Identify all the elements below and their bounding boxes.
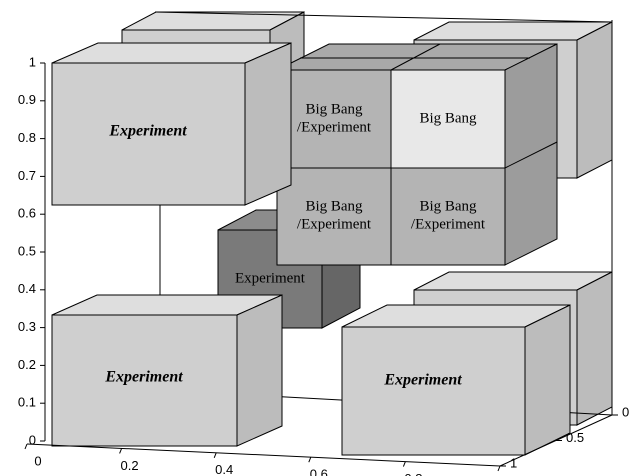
x-tick-label: 0.8	[404, 471, 422, 476]
box-label: Experiment	[235, 270, 306, 286]
y-tick-label: 0.4	[18, 281, 36, 296]
box-label: Experiment	[108, 123, 187, 140]
cube-side	[524, 304, 571, 456]
x-tick	[119, 448, 123, 454]
x-tick-label: 0.4	[215, 462, 233, 476]
frame	[154, 11, 613, 23]
frame	[390, 43, 441, 71]
z-tick-label: 0.5	[566, 430, 584, 445]
x-tick	[308, 457, 312, 463]
x-tick-label: 0.2	[121, 458, 139, 473]
cube-front	[51, 62, 246, 206]
y-tick-label: 0	[29, 432, 36, 447]
x-tick	[402, 461, 406, 467]
cube-side	[576, 21, 613, 179]
x-tick	[24, 443, 28, 450]
box-label: Big Bang	[305, 198, 363, 214]
x-tick-label: 0	[34, 453, 41, 468]
z-tick-label: 0	[622, 404, 629, 419]
y-tick-label: 0.2	[18, 357, 36, 372]
z-tick-label: 1	[510, 455, 517, 470]
y-tick-label: 0.6	[18, 206, 36, 221]
box-label: Experiment	[383, 372, 462, 389]
cube-front	[51, 314, 238, 447]
cube-side	[576, 271, 613, 426]
y-tick-label: 0.8	[18, 130, 36, 145]
box-label: /Experiment	[297, 119, 372, 135]
y-tick-label: 1	[29, 54, 36, 69]
y-tick-label: 0.5	[18, 243, 36, 258]
y-tick-label: 0.9	[18, 92, 36, 107]
x-tick	[213, 452, 217, 458]
box-label: /Experiment	[297, 216, 372, 232]
box-label: Big Bang	[419, 198, 477, 214]
cube-side	[236, 294, 283, 447]
x-tick	[497, 465, 501, 472]
cube-side	[244, 42, 292, 206]
y-tick-label: 0.3	[18, 319, 36, 334]
box-label: Experiment	[104, 369, 183, 386]
x-axis	[26, 443, 501, 467]
box-label: Big Bang	[305, 101, 363, 117]
box-label: /Experiment	[411, 216, 486, 232]
y-tick-label: 0.7	[18, 168, 36, 183]
frame	[504, 141, 558, 169]
y-tick-label: 0.1	[18, 395, 36, 410]
box-label: Big Bang	[419, 110, 477, 126]
cube-front	[341, 326, 526, 456]
x-tick-label: 0.6	[310, 467, 328, 476]
